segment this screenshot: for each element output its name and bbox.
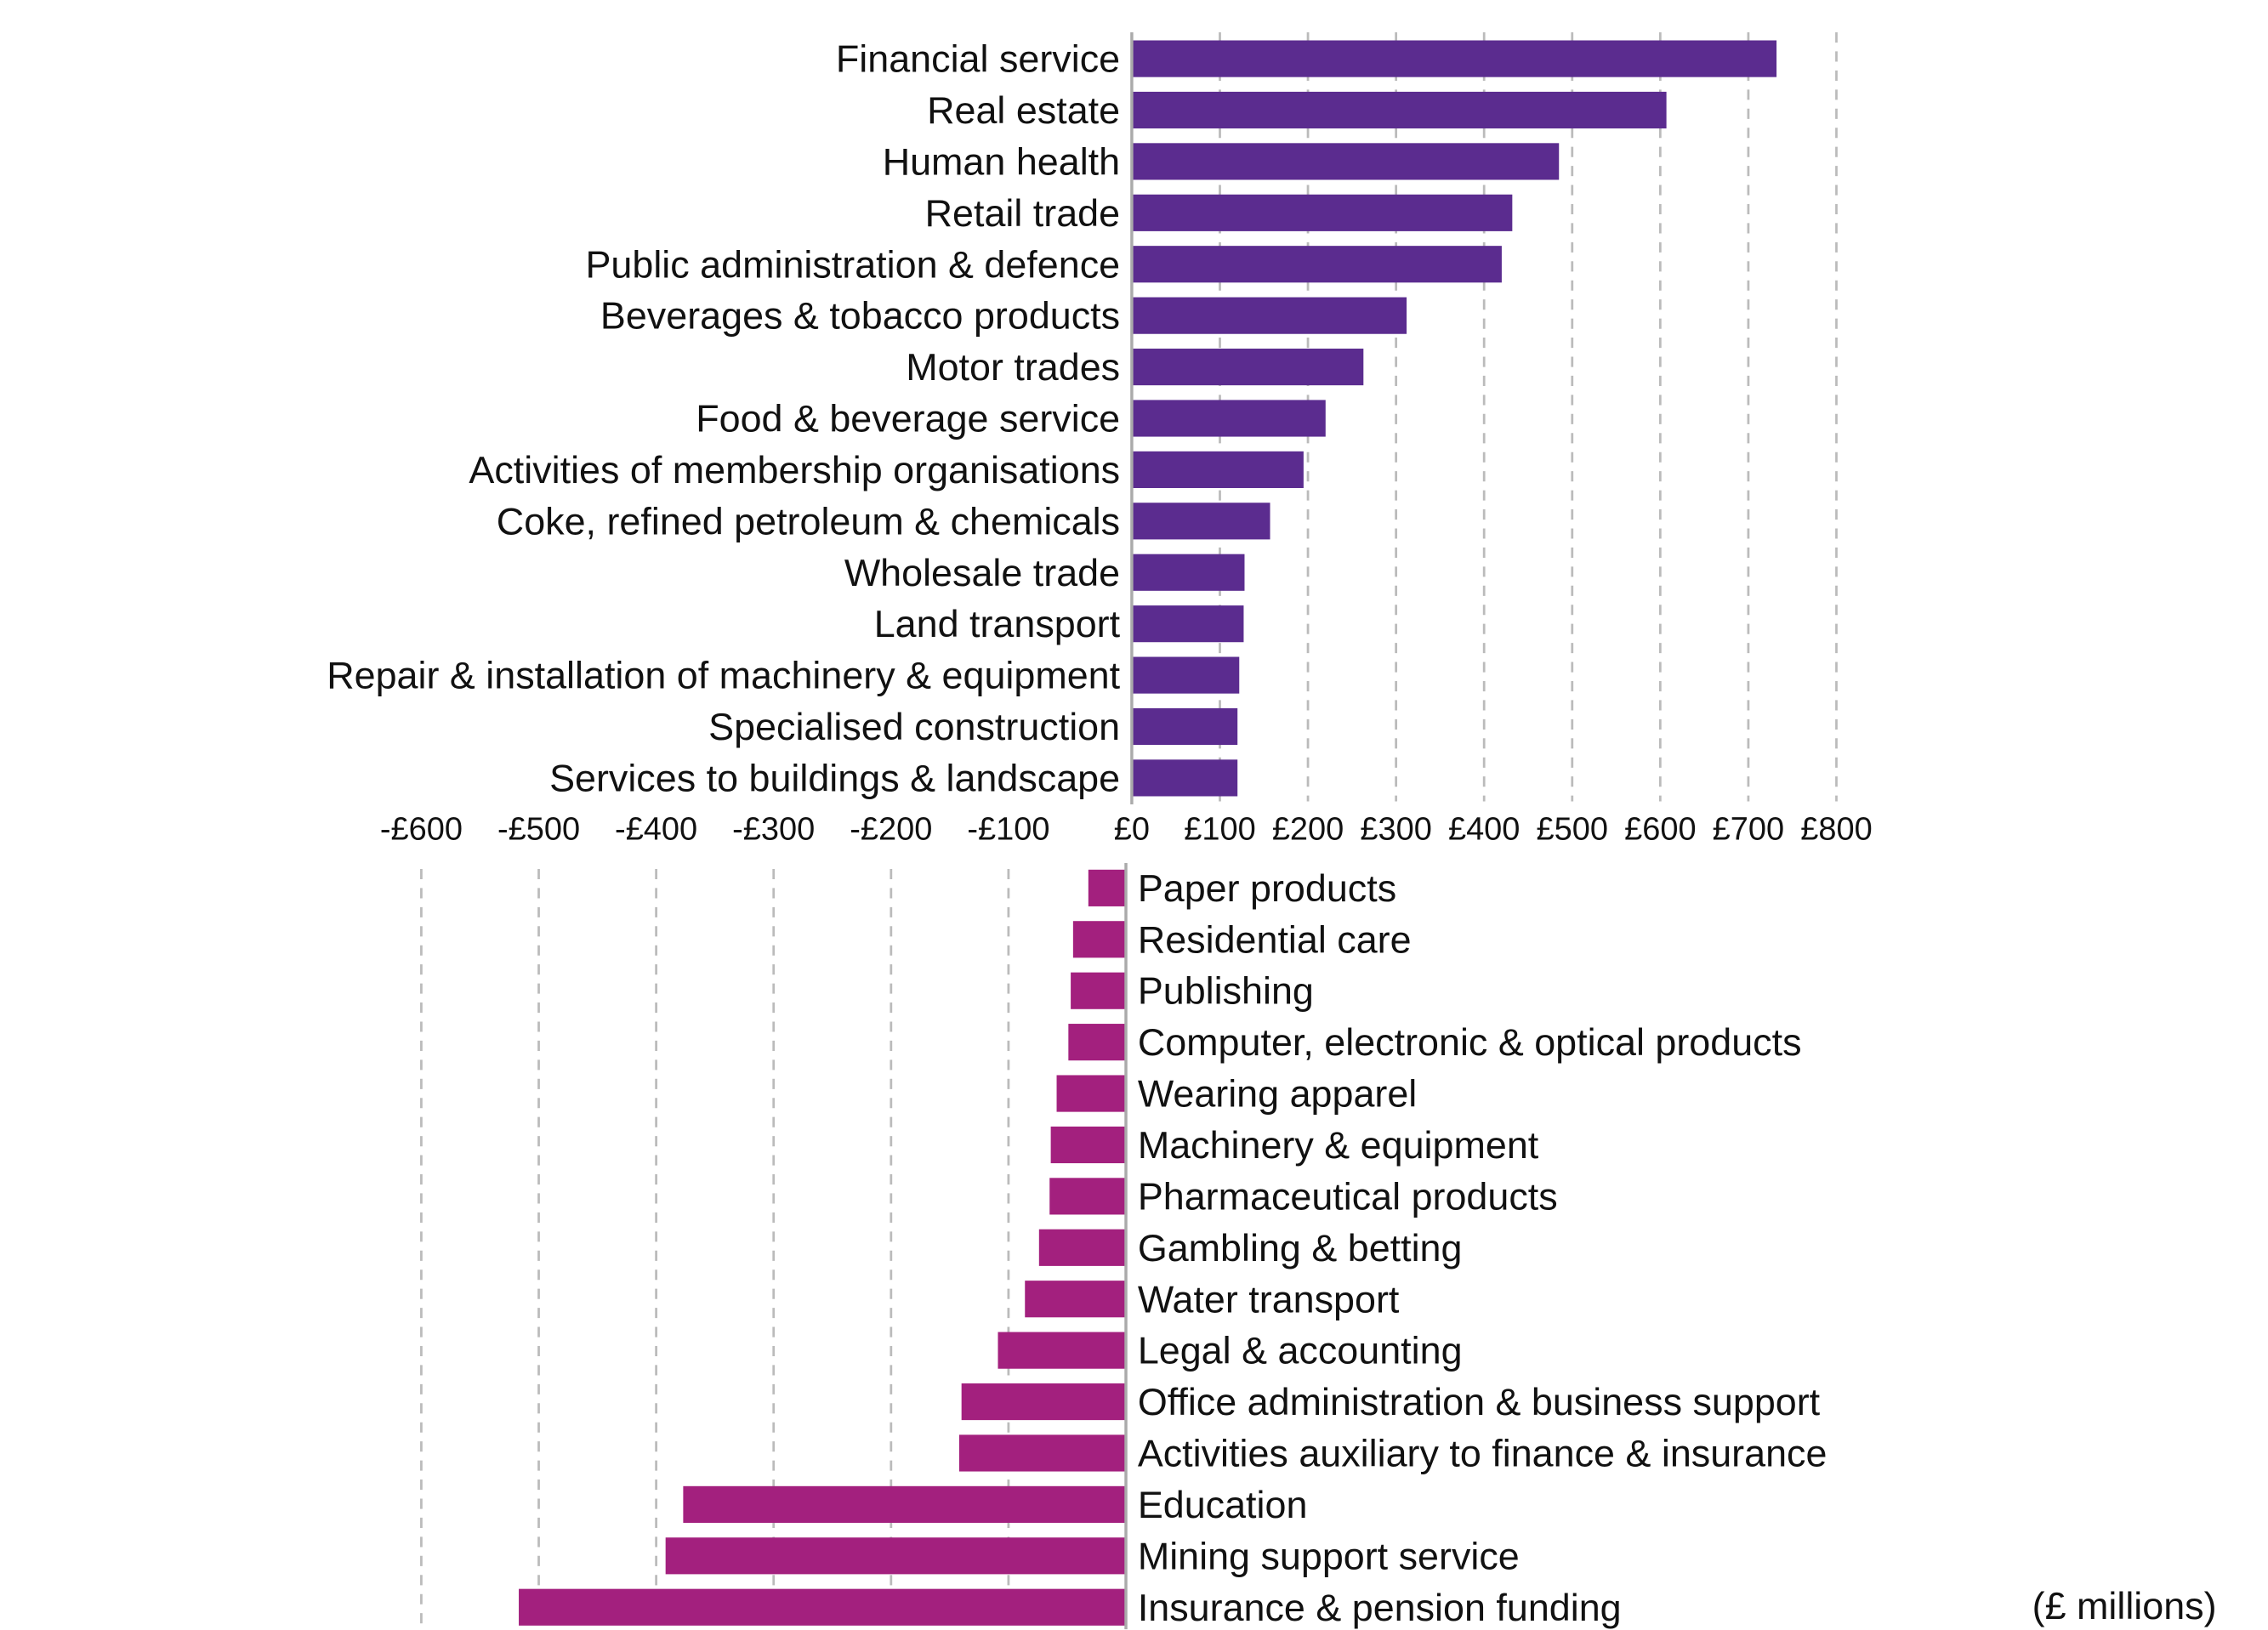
category-label: Public administration & defence bbox=[585, 242, 1120, 286]
negative-chart: -£600 -£500 -£400 -£300 -£200 -£100 Paper prod… bbox=[380, 811, 1827, 1630]
category-label: Gambling & betting bbox=[1138, 1226, 1463, 1269]
bar bbox=[1038, 1229, 1127, 1266]
bar bbox=[1131, 605, 1244, 643]
bar bbox=[1068, 1024, 1127, 1061]
tick-label: -£600 bbox=[380, 811, 463, 847]
bar bbox=[1071, 972, 1127, 1009]
bar bbox=[1131, 246, 1502, 283]
bar bbox=[1025, 1281, 1127, 1318]
category-label: Beverages & tobacco products bbox=[600, 294, 1120, 338]
category-label: Specialised construction bbox=[708, 705, 1120, 748]
category-label: Repair & installation of machinery & equ… bbox=[327, 654, 1120, 697]
bar bbox=[958, 1434, 1127, 1472]
tick-label: -£400 bbox=[615, 811, 697, 847]
bar bbox=[1131, 503, 1270, 540]
tick-label: £500 bbox=[1537, 811, 1608, 847]
bar bbox=[1131, 759, 1238, 797]
bar bbox=[1131, 348, 1364, 386]
category-label: Paper products bbox=[1138, 866, 1396, 910]
unit-label: (£ millions) bbox=[2032, 1584, 2217, 1627]
category-label: Services to buildings & landscape bbox=[549, 756, 1120, 799]
tick-label: £600 bbox=[1624, 811, 1696, 847]
tick-label: £800 bbox=[1800, 811, 1872, 847]
category-label: Publishing bbox=[1138, 969, 1314, 1013]
bar bbox=[1088, 869, 1127, 906]
bar bbox=[1131, 143, 1560, 180]
category-label: Water transport bbox=[1138, 1277, 1400, 1320]
tick-label: £0 bbox=[1114, 811, 1150, 847]
tick-label: -£500 bbox=[497, 811, 580, 847]
bar bbox=[961, 1383, 1127, 1421]
category-label: Legal & accounting bbox=[1138, 1329, 1463, 1372]
bar bbox=[1131, 707, 1238, 746]
category-label: Retail trade bbox=[925, 191, 1120, 235]
category-label: Motor trades bbox=[906, 345, 1120, 389]
category-label: Machinery & equipment bbox=[1138, 1123, 1539, 1167]
bar bbox=[1072, 921, 1127, 958]
bar bbox=[683, 1485, 1127, 1523]
category-label: Real estate bbox=[927, 88, 1120, 132]
category-label: Mining support service bbox=[1138, 1534, 1520, 1577]
bar bbox=[1131, 400, 1326, 437]
bar bbox=[1131, 297, 1407, 334]
category-label: Wholesale trade bbox=[844, 551, 1120, 594]
category-label: Coke, refined petroleum & chemicals bbox=[497, 499, 1120, 542]
bar bbox=[519, 1588, 1127, 1626]
bar bbox=[1049, 1178, 1127, 1215]
category-label: Office administration & business support bbox=[1138, 1380, 1821, 1423]
category-label: Food & beverage service bbox=[696, 397, 1120, 440]
category-label: Pharmaceutical products bbox=[1138, 1174, 1558, 1218]
tick-label: -£200 bbox=[850, 811, 932, 847]
positive-chart: £0 £100 £200 £300 £400 £500 £600 £700 £800 Financ… bbox=[327, 31, 1873, 847]
bar bbox=[1131, 40, 1777, 77]
bar bbox=[1056, 1075, 1127, 1112]
bar bbox=[665, 1537, 1127, 1575]
category-label: Wearing apparel bbox=[1138, 1072, 1417, 1116]
bar bbox=[1131, 91, 1667, 129]
bar bbox=[998, 1332, 1127, 1369]
tick-label: £200 bbox=[1272, 811, 1344, 847]
tick-label: £400 bbox=[1448, 811, 1520, 847]
bar bbox=[1050, 1126, 1127, 1164]
category-label: Insurance & pension funding bbox=[1138, 1586, 1622, 1629]
category-label: Land transport bbox=[874, 602, 1121, 645]
category-label: Human health bbox=[883, 139, 1120, 183]
bar bbox=[1131, 656, 1240, 694]
category-label: Activities auxiliary to finance & insura… bbox=[1138, 1432, 1827, 1475]
tick-label: £700 bbox=[1713, 811, 1784, 847]
category-label: Computer, electronic & optical products bbox=[1138, 1020, 1802, 1064]
tick-label: £300 bbox=[1360, 811, 1431, 847]
bar bbox=[1131, 451, 1304, 488]
bar bbox=[1131, 194, 1513, 231]
tick-label: -£100 bbox=[967, 811, 1049, 847]
tick-label: -£300 bbox=[732, 811, 815, 847]
category-label: Activities of membership organisations bbox=[469, 448, 1120, 491]
bar bbox=[1131, 554, 1245, 591]
category-label: Education bbox=[1138, 1483, 1308, 1526]
category-label: Residential care bbox=[1138, 917, 1412, 961]
category-label: Financial service bbox=[836, 37, 1120, 81]
tick-label: £100 bbox=[1184, 811, 1255, 847]
